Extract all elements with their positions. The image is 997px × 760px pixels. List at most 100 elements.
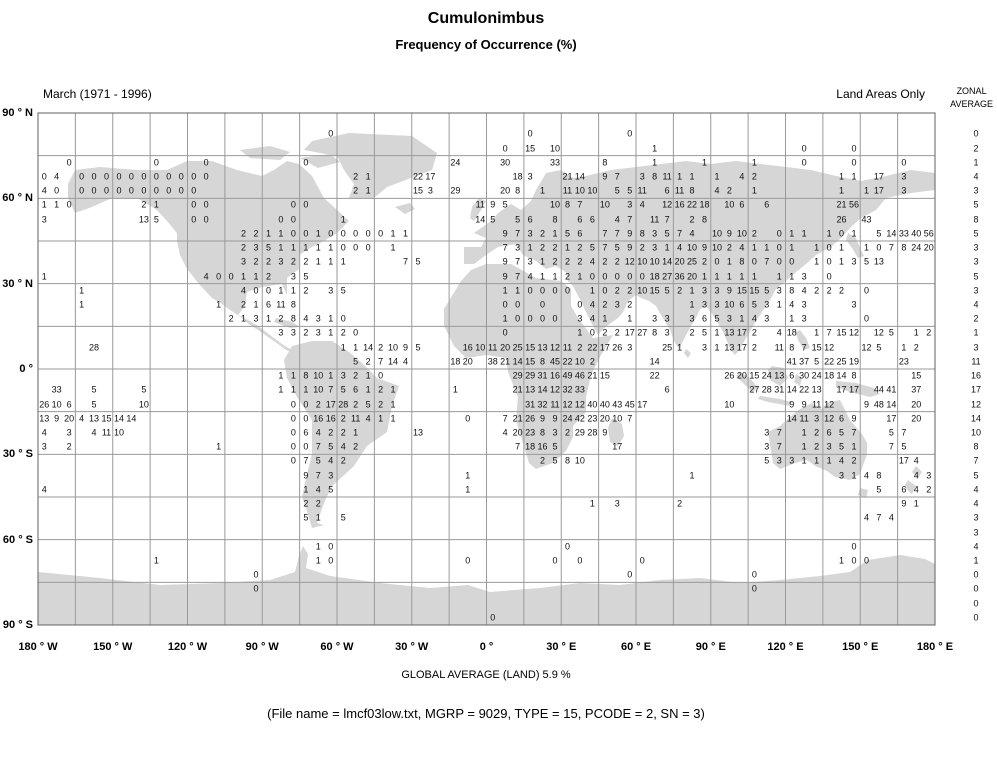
grid-value: 37 [911,384,922,395]
grid-value: 0 [153,185,159,196]
grid-value: 31 [774,384,785,395]
grid-value: 8 [702,214,708,225]
grid-value: 3 [315,313,321,324]
grid-value: 9 [602,427,608,438]
grid-value: 1 [789,228,795,239]
grid-value: 40 [599,399,610,410]
grid-value: 26 [724,370,735,381]
arctic-islands [240,146,290,160]
grid-value: 0 [303,157,309,168]
grid-value: 20 [512,427,523,438]
grid-value: 1 [826,228,832,239]
grid-value: 1 [328,327,334,338]
grid-value: 14 [363,342,374,353]
grid-value: 2 [340,327,346,338]
grid-value: 10 [113,427,124,438]
grid-value: 0 [540,299,546,310]
grid-value: 5 [702,327,708,338]
grid-value: 9 [54,413,60,424]
grid-value: 1 [540,256,546,267]
grid-value: 11 [351,413,361,424]
grid-value: 44 [873,384,884,395]
grid-value: 1 [839,555,845,566]
zonal-average-value: 3 [973,527,979,538]
grid-value: 0 [614,271,620,282]
grid-value: 1 [702,157,708,168]
grid-value: 15 [811,342,822,353]
grid-value: 17 [325,399,336,410]
grid-value: 0 [863,555,869,566]
grid-value: 0 [527,313,533,324]
grid-value: 1 [303,384,309,395]
grid-value: 2 [913,342,919,353]
zonal-average-value: 5 [973,228,979,239]
grid-value: 1 [839,171,845,182]
grid-value: 10 [637,256,648,267]
grid-value: 29 [574,427,585,438]
lon-axis-label: 30 ° E [546,641,577,653]
grid-value: 17 [886,413,897,424]
grid-value: 1 [315,541,321,552]
grid-value: 6 [577,228,583,239]
grid-value: 0 [789,256,795,267]
grid-value: 10 [711,242,722,253]
grid-value: 20 [911,399,922,410]
grid-value: 1 [552,271,558,282]
zonal-average-value: 8 [973,214,979,225]
grid-value: 25 [687,256,698,267]
grid-value: 1 [328,242,334,253]
grid-value: 1 [814,256,820,267]
grid-value: 7 [577,199,583,210]
grid-value: 14 [475,214,486,225]
grid-value: 28 [761,384,772,395]
grid-value: 5 [876,342,882,353]
grid-value: 1 [303,242,309,253]
grid-value: 1 [814,327,820,338]
grid-value: 23 [525,427,536,438]
grid-value: 8 [303,370,309,381]
grid-value: 5 [564,228,570,239]
grid-value: 0 [141,171,147,182]
map-border [37,112,936,626]
grid-value: 6 [589,214,595,225]
grid-value: 0 [901,157,907,168]
grid-value: 0 [751,256,757,267]
grid-value: 0 [527,285,533,296]
grid-value: 3 [789,455,795,466]
grid-value: 1 [602,313,608,324]
grid-value: 3 [764,441,770,452]
grid-value: 4 [41,185,47,196]
grid-value: 0 [340,242,346,253]
grid-value: 4 [839,455,845,466]
grid-value: 0 [253,569,259,580]
grid-value: 16 [462,342,473,353]
grid-value: 2 [926,327,932,338]
grid-value: 11 [276,299,286,310]
island-cuba [274,318,300,328]
grid-value: 1 [502,285,508,296]
grid-value: 8 [652,171,658,182]
grid-value: 2 [614,256,620,267]
grid-value: 4 [913,484,919,495]
grid-value: 16 [325,413,336,424]
grid-value: 13 [39,413,50,424]
period-label: March (1971 - 1996) [43,87,152,101]
grid-value: 5 [91,399,97,410]
grid-value: 8 [652,327,658,338]
grid-value: 0 [527,128,533,139]
grid-value: 1 [79,285,85,296]
grid-value: 7 [515,271,521,282]
zonal-average-value: 3 [973,285,979,296]
grid-value: 9 [863,399,869,410]
grid-value: 0 [216,271,222,282]
grid-value: 0 [378,370,384,381]
grid-value: 13 [412,427,423,438]
grid-value: 0 [290,228,296,239]
grid-value: 3 [627,342,633,353]
zonal-average-value: 12 [970,399,982,410]
zonal-average-value: 3 [973,242,979,253]
grid-value: 3 [826,441,832,452]
grid-value: 7 [614,228,620,239]
grid-value: 0 [128,185,134,196]
grid-value: 16 [674,199,685,210]
